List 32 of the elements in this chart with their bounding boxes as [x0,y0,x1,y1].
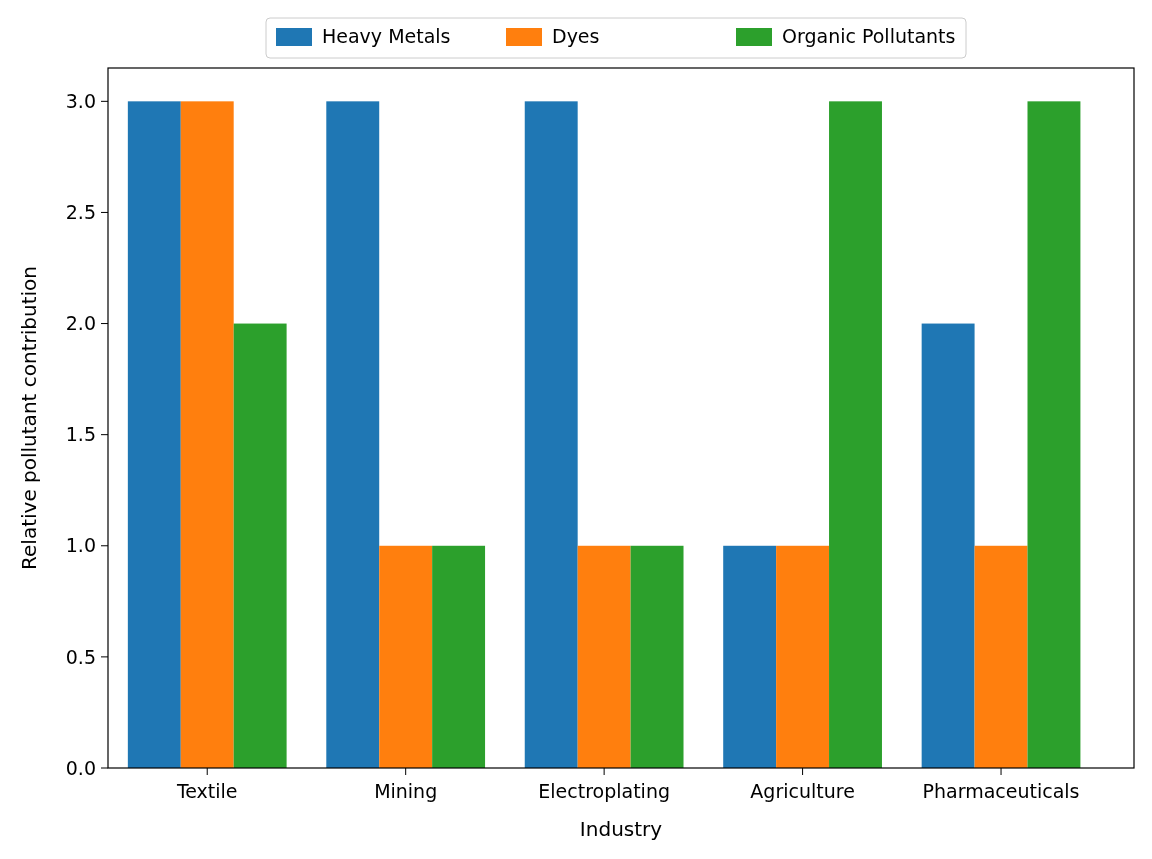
bar [233,323,287,768]
x-tick-label: Mining [374,780,438,802]
x-tick-label: Electroplating [538,780,670,802]
bar [630,545,684,768]
legend-label: Dyes [552,25,600,47]
legend-label: Organic Pollutants [782,25,956,47]
bar [921,323,975,768]
bar [379,545,433,768]
bar [180,101,234,768]
x-axis-title: Industry [579,817,663,841]
y-tick-label: 2.5 [65,201,96,224]
bar [577,545,631,768]
legend-label: Heavy Metals [322,25,451,47]
bar [432,545,486,768]
bar [776,545,830,768]
bar [127,101,181,768]
y-tick-label: 3.0 [65,89,96,112]
y-tick-label: 0.0 [65,756,96,779]
x-tick-label: Pharmaceuticals [922,780,1080,802]
bar [723,545,777,768]
bar [524,101,578,768]
bar [1027,101,1081,768]
bar [974,545,1028,768]
y-tick-label: 1.0 [65,534,96,557]
y-axis-title: Relative pollutant contribution [17,266,41,570]
y-tick-label: 0.5 [65,645,96,668]
y-tick-label: 2.0 [65,312,96,335]
x-tick-label: Textile [175,780,238,802]
bar [326,101,380,768]
bar [829,101,882,768]
x-tick-label: Agriculture [750,780,855,802]
y-tick-label: 1.5 [65,423,96,446]
